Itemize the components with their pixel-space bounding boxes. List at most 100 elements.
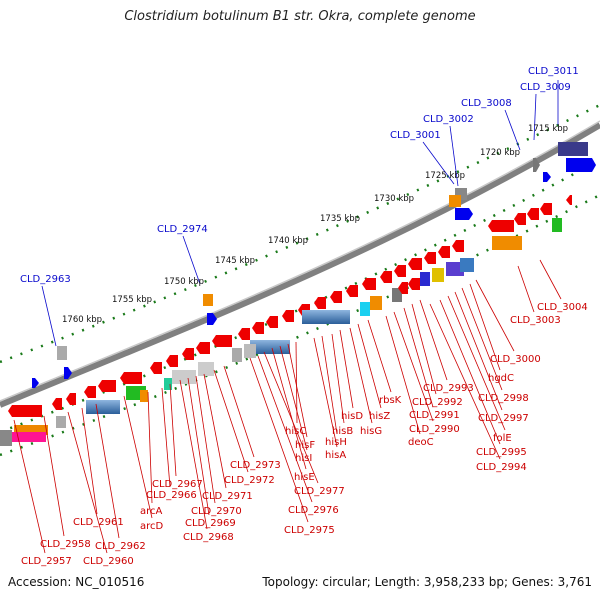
gene-block xyxy=(360,302,370,316)
genome-backbone-highlight xyxy=(0,120,600,402)
gene-block xyxy=(164,378,172,390)
gene-block xyxy=(57,346,67,360)
gene-block xyxy=(56,416,66,428)
gene-block xyxy=(14,425,48,435)
bottom-leader-line xyxy=(469,283,501,371)
bottom-leader-line xyxy=(203,373,227,489)
top-leader-line xyxy=(422,141,455,185)
scale-label: 1750 kbp xyxy=(164,277,204,287)
bottom-gene-label: hisC xyxy=(285,426,306,437)
bottom-leader-line xyxy=(123,395,153,519)
gene-arrow-forward xyxy=(282,310,294,322)
gene-block xyxy=(446,262,464,276)
bottom-leader-line xyxy=(81,407,98,515)
bottom-gene-label: CLD_2969 xyxy=(185,518,236,529)
gene-arrow-forward xyxy=(252,322,264,334)
bottom-gene-label: deoC xyxy=(408,437,434,448)
bottom-gene-label: CLD_2977 xyxy=(294,486,345,497)
bottom-leader-line xyxy=(249,357,309,523)
top-leader-line xyxy=(449,125,459,187)
bottom-gene-label: CLD_2995 xyxy=(476,447,527,458)
bottom-gene-label: hisI xyxy=(295,453,312,464)
top-leader-line xyxy=(182,235,201,285)
gene-block-reverse xyxy=(86,400,120,414)
gene-arrow-forward xyxy=(238,328,250,340)
gene-arrow xyxy=(398,282,408,294)
bottom-gene-label: CLD_2967 xyxy=(152,479,203,490)
bottom-leader-line xyxy=(385,315,421,435)
scale-label: 1735 kbp xyxy=(320,214,360,224)
bottom-gene-label: folE xyxy=(493,433,512,444)
scale-label: 1715 kbp xyxy=(528,124,568,134)
scale-label: 1745 kbp xyxy=(215,256,255,266)
gene-arrow-forward xyxy=(488,220,514,232)
bottom-leader-line xyxy=(357,323,382,409)
bottom-gene-label: CLD_2958 xyxy=(40,539,91,550)
bottom-gene-label: CLD_2961 xyxy=(73,517,124,528)
gene-block xyxy=(244,344,256,358)
top-gene-label: CLD_3002 xyxy=(423,114,474,125)
bottom-gene-label: hgdC xyxy=(488,373,514,384)
bottom-leader-line xyxy=(411,303,437,395)
bottom-gene-label: CLD_2971 xyxy=(202,491,253,502)
gene-arrow-forward xyxy=(266,316,278,328)
bottom-leader-line xyxy=(403,307,434,408)
bottom-gene-label: hisD xyxy=(341,411,363,422)
top-gene-label: CLD_2963 xyxy=(20,274,71,285)
gene-arrow-forward xyxy=(120,372,142,384)
bottom-leader-line xyxy=(349,327,373,424)
gene-arrow-forward xyxy=(380,271,392,283)
gene-arrow-forward xyxy=(196,342,210,354)
gene-arrow-forward xyxy=(362,278,376,290)
bottom-leader-line xyxy=(461,287,503,391)
bottom-leader-line xyxy=(257,355,313,503)
bottom-leader-line xyxy=(321,335,338,435)
bottom-leader-line xyxy=(539,259,562,300)
bottom-gene-label: hisA xyxy=(325,450,346,461)
gene-arrow xyxy=(408,278,420,290)
bottom-gene-label: hisH xyxy=(325,437,347,448)
scale-label: 1760 kbp xyxy=(62,315,102,325)
genome-backbone xyxy=(0,122,600,408)
feature-layer xyxy=(0,120,600,446)
gene-arrow-forward xyxy=(527,208,539,220)
bottom-gene-label: hisE xyxy=(294,472,315,483)
bottom-gene-label: CLD_2994 xyxy=(476,462,527,473)
bottom-gene-label: CLD_2991 xyxy=(409,410,460,421)
gene-block xyxy=(420,272,430,286)
top-gene-label: CLD_3011 xyxy=(528,66,579,77)
top-leader-line xyxy=(504,109,521,151)
bottom-leader-line xyxy=(213,369,249,473)
label-layer: 1715 kbp 1720 kbp 1725 kbp 1730 kbp 1735 kbp… xyxy=(20,66,588,567)
bottom-leader-line xyxy=(393,311,434,422)
bottom-gene-label: hisF xyxy=(295,440,315,451)
gene-block xyxy=(392,288,402,302)
gene-arrow-forward xyxy=(150,362,162,374)
leader-lines xyxy=(13,80,562,554)
gene-arrow-forward xyxy=(314,297,326,309)
bottom-leader-line xyxy=(454,291,503,411)
bottom-gene-label: CLD_2975 xyxy=(284,525,335,536)
accession-text: Accession: NC_010516 xyxy=(8,575,145,589)
gene-block xyxy=(432,268,444,282)
bottom-gene-label: CLD_2962 xyxy=(95,541,146,552)
gene-arrow xyxy=(32,378,39,388)
gene-block-reverse xyxy=(492,236,522,250)
gene-arrow-forward xyxy=(52,398,62,410)
gene-arrow-forward xyxy=(166,355,178,367)
bottom-leader-line xyxy=(429,303,501,460)
bottom-gene-label: CLD_2976 xyxy=(288,505,339,516)
bottom-leader-line xyxy=(331,333,345,424)
bottom-leader-line xyxy=(147,391,153,504)
bottom-leader-line xyxy=(313,337,338,448)
gene-arrow xyxy=(533,158,540,172)
bottom-gene-label: rbsK xyxy=(379,395,402,406)
bottom-leader-line xyxy=(263,351,319,484)
bottom-leader-line xyxy=(439,299,501,445)
gene-block xyxy=(172,370,196,384)
gene-arrow-top xyxy=(566,158,596,172)
bottom-leader-line xyxy=(339,329,354,409)
gene-arrow xyxy=(64,367,72,379)
bottom-gene-label: arcD xyxy=(140,521,164,532)
